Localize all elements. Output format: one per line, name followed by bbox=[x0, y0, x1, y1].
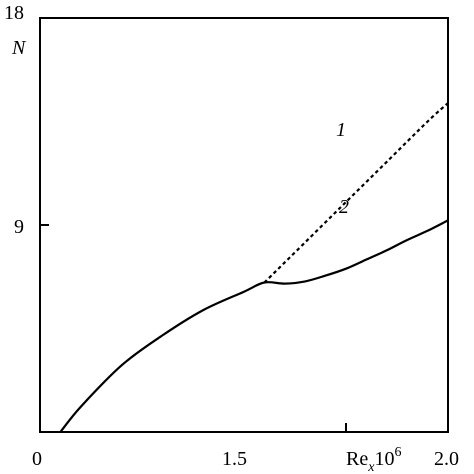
plot-frame bbox=[39, 17, 449, 433]
x-axis-label-main: Re bbox=[346, 448, 368, 470]
y-tick-label-mid: 9 bbox=[14, 216, 24, 238]
series-1-line bbox=[263, 102, 449, 284]
curve-label-1: 1 bbox=[336, 119, 346, 141]
x-axis-label-sup: 6 bbox=[394, 445, 401, 460]
x-tick-label-end: 2.0 bbox=[434, 448, 459, 470]
x-axis-label-mid: 10 bbox=[374, 448, 394, 470]
x-axis-label: Rex106 bbox=[346, 445, 401, 474]
x-axis-label-sub: x bbox=[367, 460, 375, 474]
y-axis-label: N bbox=[11, 37, 27, 59]
curve-label-2: 2 bbox=[339, 196, 349, 218]
x-tick-label-zero: 0 bbox=[32, 448, 42, 470]
series-2-line bbox=[59, 219, 449, 433]
y-tick-label-top: 18 bbox=[4, 2, 24, 24]
x-tick-label-mid: 1.5 bbox=[222, 448, 247, 470]
